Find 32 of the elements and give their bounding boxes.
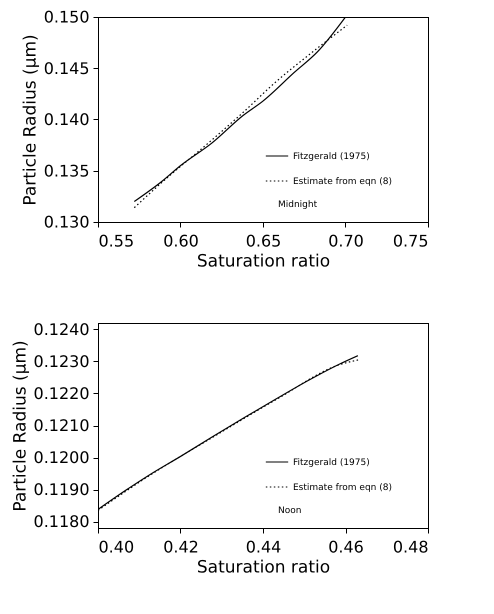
y-tick-label: 0.1180 [34,512,90,532]
annotation: Midnight [278,200,318,210]
x-tick-label: 0.46 [328,538,364,556]
y-tick-label: 0.1230 [34,352,90,371]
x-tick-label: 0.65 [246,232,282,250]
y-tick-label: 0.145 [44,58,90,78]
x-tick-label: 0.44 [246,538,282,556]
annotation: Noon [278,506,302,516]
y-axis-title: Particle Radius (μm) [20,34,41,206]
legend-label: Fitzgerald (1975) [293,152,370,162]
legend-label: Estimate from eqn (8) [293,483,392,493]
x-tick-label: 0.55 [98,232,134,250]
y-axis-title: Particle Radius (μm) [10,340,31,512]
y-tick-label: 0.135 [44,161,90,180]
x-tick-label: 0.42 [163,538,199,556]
y-tick-label: 0.1200 [34,448,90,468]
y-tick-label: 0.1190 [34,480,90,500]
x-tick-label: 0.48 [392,538,428,556]
x-tick-label: 0.60 [163,232,199,250]
x-axis-title: Saturation ratio [196,558,330,578]
legend-label: Fitzgerald (1975) [293,458,370,468]
x-tick-label: 0.70 [328,232,364,250]
y-tick-label: 0.1220 [34,384,90,403]
y-tick-label: 0.150 [44,8,90,26]
y-tick-label: 0.140 [44,110,90,129]
x-tick-label: 0.40 [98,538,134,556]
y-tick-label: 0.130 [44,212,90,232]
y-tick-label: 0.1240 [34,320,90,339]
x-tick-label: 0.75 [392,232,428,250]
y-tick-label: 0.1210 [34,416,90,435]
legend-label: Estimate from eqn (8) [293,177,392,187]
x-axis-title: Saturation ratio [196,252,330,272]
